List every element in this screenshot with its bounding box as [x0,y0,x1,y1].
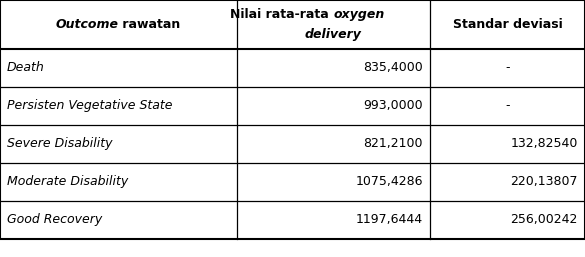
Text: 821,2100: 821,2100 [363,137,423,150]
Text: 256,00242: 256,00242 [511,214,578,226]
Text: -: - [505,61,510,74]
Text: Persisten Vegetative State: Persisten Vegetative State [7,99,173,112]
Text: 220,13807: 220,13807 [511,176,578,188]
Text: oxygen: oxygen [333,8,385,21]
Text: rawatan: rawatan [118,18,181,31]
Text: delivery: delivery [305,28,362,41]
Text: 1075,4286: 1075,4286 [356,176,423,188]
Text: Standar deviasi: Standar deviasi [453,18,562,31]
Text: Nilai rata-rata: Nilai rata-rata [230,8,333,21]
Text: Death: Death [7,61,45,74]
Text: 993,0000: 993,0000 [363,99,423,112]
Text: Moderate Disability: Moderate Disability [7,176,128,188]
Text: -: - [505,99,510,112]
Text: 835,4000: 835,4000 [363,61,423,74]
Text: Outcome: Outcome [56,18,118,31]
Text: Good Recovery: Good Recovery [7,214,102,226]
Text: Severe Disability: Severe Disability [7,137,112,150]
Text: 132,82540: 132,82540 [511,137,578,150]
Text: 1197,6444: 1197,6444 [356,214,423,226]
